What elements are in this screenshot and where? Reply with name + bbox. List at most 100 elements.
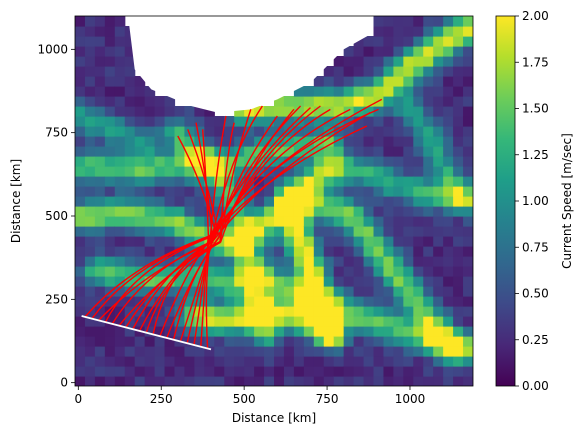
heatmap-cell bbox=[423, 186, 434, 197]
trajectory-line bbox=[91, 129, 219, 320]
heatmap-cell bbox=[124, 136, 136, 147]
heatmap-cell bbox=[343, 186, 355, 197]
heatmap-cell bbox=[363, 206, 375, 217]
heatmap-cell bbox=[383, 206, 394, 217]
heatmap-cell bbox=[75, 106, 86, 117]
heatmap-cell bbox=[274, 226, 285, 237]
heatmap-cell bbox=[443, 146, 454, 157]
heatmap-cell bbox=[303, 326, 315, 337]
heatmap-cell bbox=[264, 356, 275, 367]
heatmap-cell bbox=[433, 356, 444, 367]
heatmap-cell bbox=[224, 256, 235, 267]
x-axis: 0 250 500 750 1000 bbox=[74, 386, 425, 406]
heatmap-cell bbox=[134, 146, 146, 157]
heatmap-cell bbox=[443, 336, 454, 347]
heatmap-cell bbox=[333, 76, 345, 87]
heatmap-cell bbox=[373, 146, 385, 157]
heatmap-cell bbox=[104, 166, 116, 177]
heatmap-cell bbox=[353, 306, 365, 317]
heatmap-cell bbox=[244, 376, 255, 386]
heatmap-cell bbox=[274, 256, 285, 267]
heatmap-cell bbox=[333, 66, 345, 77]
heatmap-cell bbox=[313, 86, 325, 97]
heatmap-cell bbox=[214, 246, 225, 257]
heatmap-cell bbox=[224, 286, 235, 297]
heatmap-cell bbox=[373, 326, 385, 337]
heatmap-cell bbox=[363, 336, 375, 347]
transect-line bbox=[81, 315, 212, 351]
heatmap-cell bbox=[323, 316, 335, 327]
heatmap-cell bbox=[104, 206, 116, 217]
heatmap-cell bbox=[94, 26, 106, 37]
heatmap-cell bbox=[144, 366, 156, 377]
heatmap-cell bbox=[184, 236, 195, 247]
heatmap-cell bbox=[94, 356, 106, 367]
heatmap-cell bbox=[463, 126, 473, 137]
heatmap-cell bbox=[353, 76, 365, 87]
heatmap-cell bbox=[343, 266, 355, 277]
heatmap-cell bbox=[333, 206, 345, 217]
heatmap-cell bbox=[224, 226, 235, 237]
heatmap-cell bbox=[403, 126, 414, 137]
heatmap-cell bbox=[244, 356, 255, 367]
heatmap-cell bbox=[224, 176, 235, 187]
heatmap-cell bbox=[184, 126, 195, 137]
heatmap-cell bbox=[104, 236, 116, 247]
heatmap-cell bbox=[343, 376, 355, 386]
heatmap-cell bbox=[393, 86, 404, 97]
heatmap-cell bbox=[333, 286, 345, 297]
heatmap-cell bbox=[373, 316, 385, 327]
heatmap-cell bbox=[363, 246, 375, 257]
heatmap-cell bbox=[423, 156, 434, 167]
heatmap-cell bbox=[144, 186, 156, 197]
heatmap-cell bbox=[224, 356, 235, 367]
heatmap-cell bbox=[413, 26, 424, 37]
heatmap-cell bbox=[383, 346, 394, 357]
heatmap-cell bbox=[134, 336, 146, 347]
heatmap-cell bbox=[94, 226, 106, 237]
heatmap-cell bbox=[303, 336, 315, 347]
heatmap-cell bbox=[114, 316, 126, 327]
heatmap-cell bbox=[204, 276, 215, 287]
plot-area bbox=[74, 15, 474, 387]
heatmap-cell bbox=[313, 126, 325, 137]
heatmap-cell bbox=[323, 296, 335, 307]
heatmap-cell bbox=[403, 256, 414, 267]
heatmap-cell bbox=[244, 266, 255, 277]
heatmap-cell bbox=[274, 356, 285, 367]
heatmap-cell bbox=[403, 296, 414, 307]
heatmap-cell bbox=[154, 346, 166, 357]
heatmap-cell bbox=[194, 316, 205, 327]
heatmap-cell bbox=[214, 126, 225, 137]
heatmap-cell bbox=[184, 136, 195, 147]
heatmap-cell bbox=[293, 256, 305, 267]
heatmap-cell bbox=[124, 66, 136, 77]
heatmap-cell bbox=[94, 46, 106, 57]
heatmap-cell bbox=[393, 306, 404, 317]
heatmap-cell bbox=[353, 276, 365, 287]
heatmap-cell bbox=[283, 166, 295, 177]
heatmap-cell bbox=[114, 276, 126, 287]
heatmap-cell bbox=[104, 356, 116, 367]
heatmap-cell bbox=[453, 136, 464, 147]
heatmap-cell bbox=[264, 156, 275, 167]
heatmap-cell bbox=[254, 296, 265, 307]
heatmap-cell bbox=[104, 126, 116, 137]
heatmap-cell bbox=[164, 166, 176, 177]
heatmap-cell bbox=[234, 256, 245, 267]
heatmap-cell bbox=[274, 346, 285, 357]
heatmap-cell bbox=[403, 376, 414, 386]
heatmap-cell bbox=[84, 256, 96, 267]
heatmap-cell bbox=[353, 376, 365, 386]
heatmap-cell bbox=[403, 206, 414, 217]
heatmap-cell bbox=[343, 96, 355, 107]
heatmap-cell bbox=[403, 276, 414, 287]
heatmap-cell bbox=[144, 176, 156, 187]
heatmap-cell bbox=[204, 116, 215, 127]
heatmap-cell bbox=[323, 146, 335, 157]
heatmap-cell bbox=[433, 206, 444, 217]
colorbar: 0.00 0.25 0.50 0.75 1.00 1.25 1.50 1.75 2.00 bbox=[495, 9, 549, 393]
heatmap-cell bbox=[154, 146, 166, 157]
heatmap-cell bbox=[393, 286, 404, 297]
heatmap-cell bbox=[333, 276, 345, 287]
